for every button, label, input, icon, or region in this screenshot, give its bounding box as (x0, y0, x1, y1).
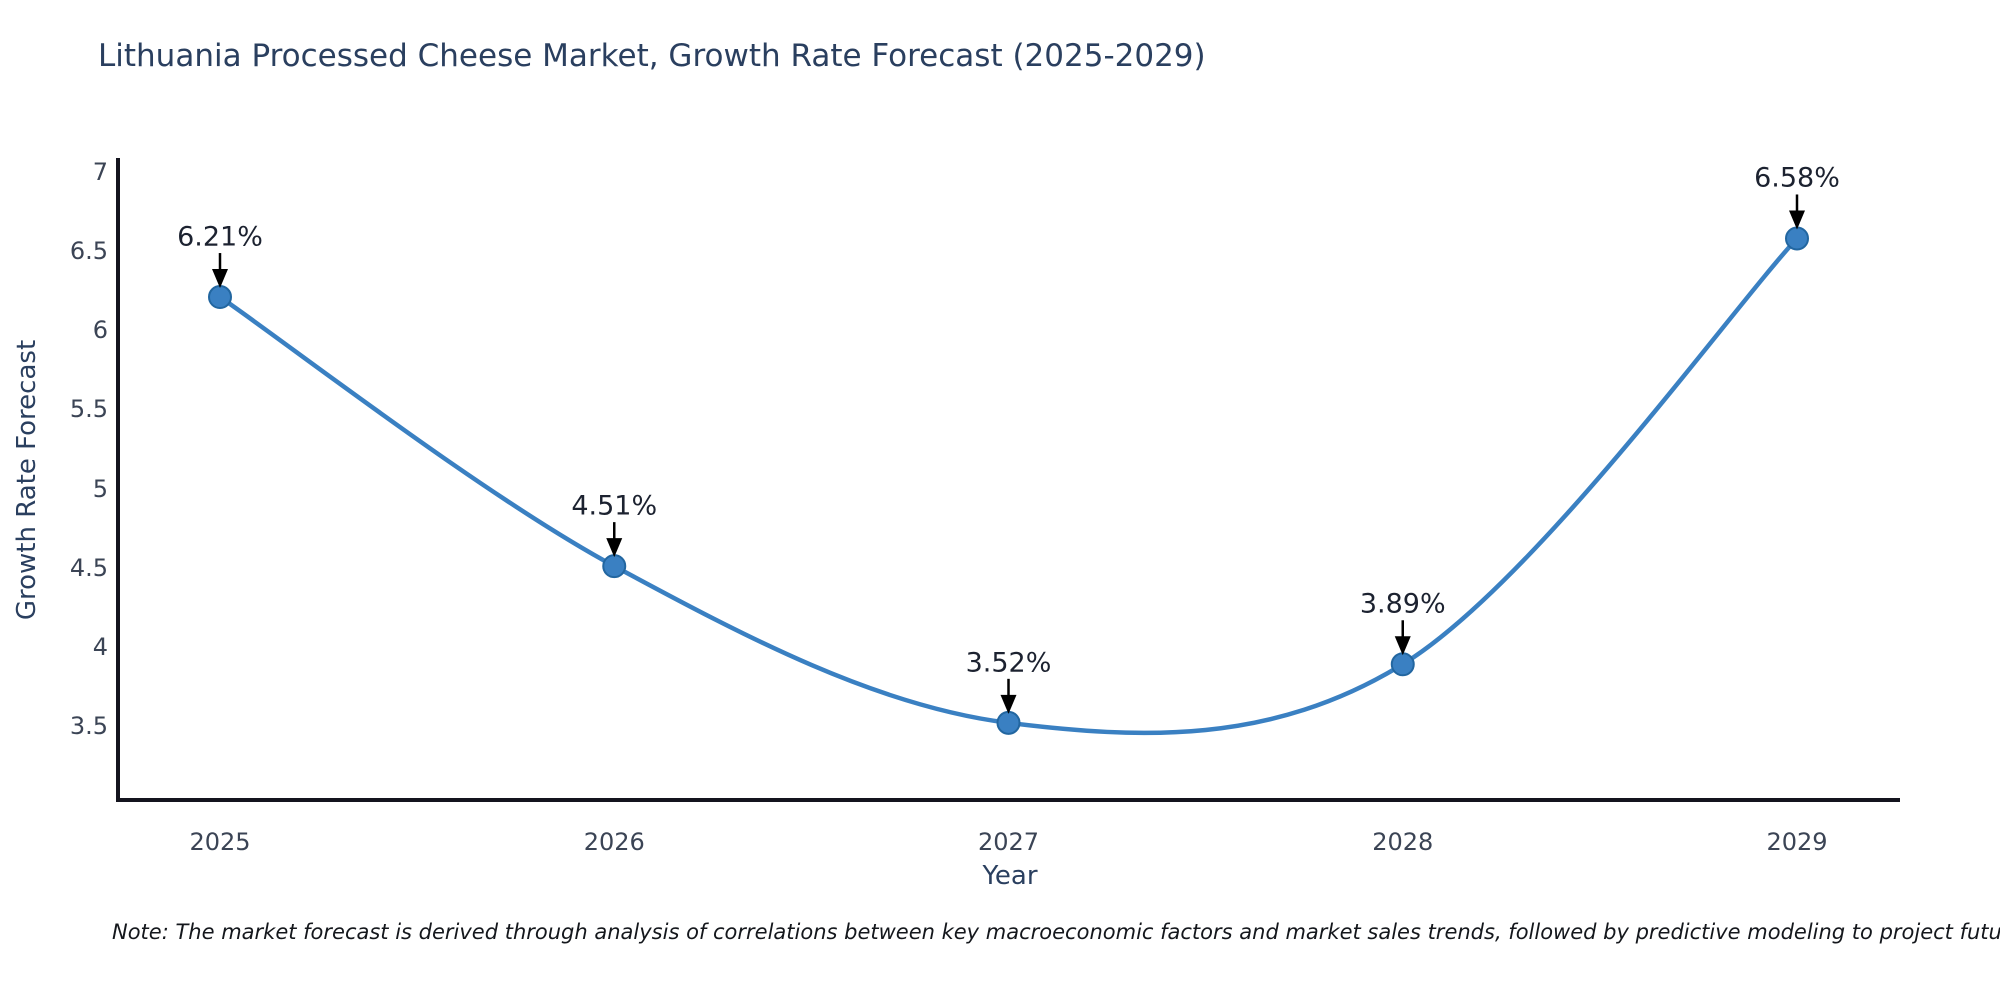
x-axis-title: Year (982, 861, 1038, 891)
annotation-arrowhead (1789, 210, 1805, 230)
annotation-arrowhead (606, 538, 623, 558)
footnote: Note: The market forecast is derived thr… (112, 920, 2000, 944)
x-tick-label: 2028 (1372, 828, 1434, 856)
annotation-arrowhead (1394, 636, 1411, 656)
data-point-marker (208, 285, 232, 310)
data-point-marker (602, 554, 627, 579)
data-point-marker (996, 710, 1021, 735)
y-tick-label: 7 (92, 158, 108, 186)
annotation-arrowhead (212, 269, 228, 289)
y-tick-label: 4 (92, 632, 108, 661)
y-tick-label: 5.5 (69, 395, 108, 424)
data-point-marker (1390, 652, 1415, 677)
axis-line (116, 158, 1900, 802)
x-tick-label: 2025 (189, 828, 251, 856)
x-tick-label: 2027 (977, 828, 1040, 856)
x-tick-label: 2029 (1766, 828, 1828, 856)
chart-title: Lithuania Processed Cheese Market, Growt… (98, 38, 1206, 74)
annotation-label: 6.58% (1754, 162, 1840, 194)
y-tick-label: 3.5 (69, 711, 108, 740)
y-tick-label: 4.5 (69, 553, 108, 582)
y-axis-title: Growth Rate Forecast (12, 339, 42, 621)
annotation-arrowhead (1000, 694, 1017, 714)
y-tick-label: 5 (92, 474, 108, 503)
annotation-label: 4.51% (571, 490, 658, 522)
y-tick-label: 6.5 (69, 237, 108, 266)
x-tick-label: 2026 (583, 828, 645, 856)
annotation-label: 6.21% (177, 221, 263, 253)
annotation-label: 3.89% (1359, 588, 1446, 620)
y-tick-label: 6 (92, 316, 108, 345)
annotation-label: 3.52% (965, 647, 1052, 679)
data-point-marker (1785, 226, 1809, 251)
